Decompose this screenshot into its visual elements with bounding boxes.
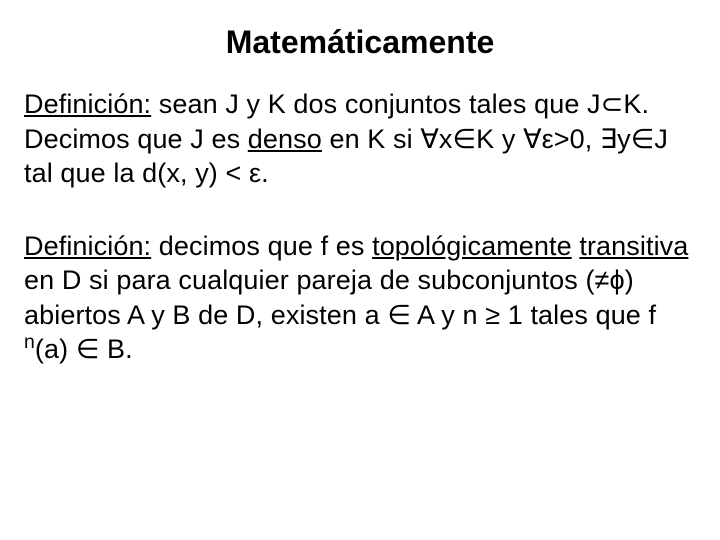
- def1-t4: x: [439, 124, 453, 154]
- def2-topo1: topológicamente: [372, 231, 572, 261]
- forall-symbol: ∀: [523, 124, 542, 154]
- slide-title: Matemáticamente: [24, 24, 696, 61]
- element-of-symbol: ∈: [387, 300, 411, 330]
- epsilon-symbol: ε: [249, 158, 261, 188]
- def1-t9: .: [261, 158, 269, 188]
- def1-t5: K y: [476, 124, 523, 154]
- def2-t1: decimos que f es: [151, 231, 372, 261]
- def1-denso: denso: [248, 124, 322, 154]
- def2-t2: en D si para cualquier pareja de subconj…: [24, 265, 595, 295]
- element-of-symbol: ∈: [453, 124, 477, 154]
- subset-symbol: ⊂: [601, 89, 624, 119]
- def2-t7: B.: [99, 334, 132, 364]
- def2-topo2: transitiva: [579, 231, 688, 261]
- superscript-n: n: [24, 331, 35, 353]
- forall-symbol: ∀: [420, 124, 439, 154]
- exists-symbol: ∃: [600, 124, 617, 154]
- def1-label: Definición:: [24, 89, 151, 119]
- def1-t6: >0,: [554, 124, 600, 154]
- epsilon-symbol: ε: [542, 124, 554, 154]
- element-of-symbol: ∈: [76, 334, 100, 364]
- def1-t7: y: [617, 124, 631, 154]
- phi-symbol: ϕ: [609, 265, 624, 295]
- element-of-symbol: ∈: [631, 124, 655, 154]
- def2-t6: (a): [35, 334, 76, 364]
- neq-symbol: ≠: [595, 265, 610, 295]
- definition-transitive: Definición: decimos que f es topológicam…: [24, 229, 696, 367]
- definition-dense: Definición: sean J y K dos conjuntos tal…: [24, 87, 696, 191]
- geq-symbol: ≥: [485, 300, 500, 330]
- def1-t3: en K si: [322, 124, 420, 154]
- def1-t1: sean J y K dos conjuntos tales que J: [151, 89, 600, 119]
- def2-t5: 1 tales que f: [500, 300, 656, 330]
- def2-label: Definición:: [24, 231, 151, 261]
- def2-t4: A y n: [411, 300, 485, 330]
